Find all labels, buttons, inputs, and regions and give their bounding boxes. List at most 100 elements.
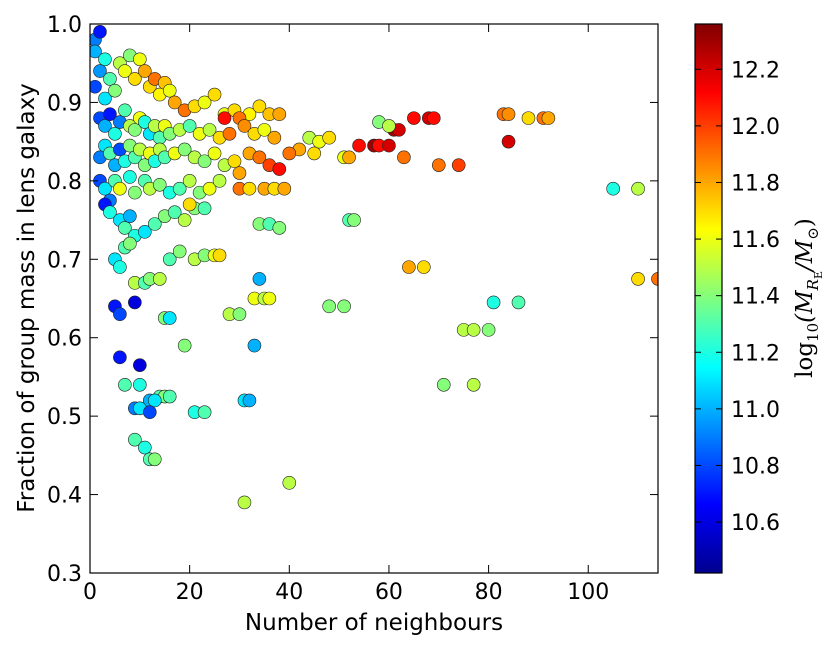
data-point (237, 495, 252, 510)
x-tick-label: 40 (275, 580, 303, 605)
data-point (128, 295, 142, 310)
data-point (177, 142, 192, 157)
x-axis-title: Number of neighbours (245, 610, 503, 636)
data-point (631, 181, 645, 196)
data-point (113, 181, 127, 196)
data-point (172, 181, 187, 196)
data-point (113, 350, 127, 365)
data-point (133, 377, 147, 392)
data-point (93, 25, 107, 39)
data-point (162, 389, 177, 404)
data-point (128, 432, 142, 447)
data-point (118, 64, 132, 78)
data-point (521, 111, 536, 125)
data-point (417, 260, 431, 274)
data-point (113, 307, 127, 321)
data-point (242, 181, 257, 196)
data-point (277, 181, 292, 196)
x-tick-label: 80 (475, 580, 503, 605)
data-point (138, 440, 152, 455)
y-axis-title: Fraction of group mass in lens galaxy (14, 83, 40, 513)
data-point (123, 170, 137, 184)
data-point (142, 405, 157, 420)
data-point (402, 260, 416, 274)
data-point (322, 130, 336, 145)
data-point (267, 130, 282, 145)
data-point (197, 154, 212, 169)
data-point (481, 323, 496, 337)
data-point (242, 393, 257, 408)
data-point (133, 52, 147, 67)
data-point (162, 252, 177, 267)
data-point (247, 338, 262, 353)
data-point (98, 119, 112, 133)
colorbar-ticks: 10.6 10.8 11.0 11.2 11.4 11.6 11.8 12.0 12.2 (695, 58, 780, 536)
y-axis-ticks: 0.3 0.4 0.5 0.6 0.7 0.8 0.9 1.0 (47, 13, 658, 587)
x-tick-label: 100 (567, 580, 609, 605)
data-point (541, 111, 556, 125)
data-point (197, 201, 212, 216)
data-point (282, 476, 297, 490)
y-tick-label: 0.8 (47, 170, 82, 195)
data-point (162, 83, 177, 98)
data-point (651, 272, 658, 286)
data-point (108, 127, 122, 141)
data-point (252, 150, 267, 165)
data-point (436, 377, 451, 392)
data-point (257, 123, 272, 137)
data-point (98, 181, 112, 196)
colorbar-tick-label: 10.6 (731, 511, 780, 536)
data-point (98, 52, 112, 67)
data-point (147, 393, 162, 408)
data-point (103, 205, 117, 220)
plot-frame (89, 23, 659, 574)
data-point (252, 272, 267, 286)
data-point (90, 44, 102, 59)
data-point (232, 166, 247, 180)
data-point (272, 107, 287, 121)
data-point (98, 91, 112, 106)
y-tick-label: 1.0 (47, 13, 82, 38)
data-point (152, 177, 167, 192)
colorbar-tick-label: 10.8 (731, 454, 780, 479)
data-point (172, 244, 187, 259)
data-point (128, 123, 142, 137)
data-point (147, 217, 162, 231)
data-point (342, 150, 356, 165)
y-tick-label: 0.7 (47, 248, 82, 273)
data-point (152, 272, 167, 286)
data-point (486, 295, 501, 310)
x-tick-label: 60 (375, 580, 403, 605)
data-point (272, 162, 287, 176)
data-point (347, 213, 361, 227)
data-point (451, 158, 466, 172)
data-point (123, 209, 137, 223)
data-point (207, 146, 222, 161)
colorbar-tick-label: 11.6 (731, 228, 780, 253)
data-point (182, 197, 197, 212)
data-point (128, 72, 142, 86)
data-point (397, 150, 411, 165)
colorbar-tick-label: 11.0 (731, 398, 780, 423)
colorbar-tick-label: 11.4 (731, 285, 780, 310)
data-point (167, 205, 182, 220)
data-point (133, 358, 147, 372)
x-tick-label: 20 (176, 580, 204, 605)
data-point (162, 311, 177, 325)
colorbar-tick-label: 12.2 (731, 58, 780, 83)
data-point (197, 405, 212, 420)
data-point (232, 307, 247, 321)
colorbar (694, 23, 723, 574)
x-axis-ticks: 0 20 40 60 80 100 (83, 24, 609, 605)
data-point (272, 221, 287, 235)
data-point (382, 138, 396, 153)
data-point (138, 225, 152, 239)
data-point (177, 338, 192, 353)
colorbar-tick-label: 11.2 (731, 341, 780, 366)
data-point (207, 87, 222, 102)
y-tick-label: 0.3 (47, 562, 82, 587)
data-point (103, 107, 117, 121)
data-point (212, 248, 227, 263)
data-point (182, 174, 197, 188)
y-tick-label: 0.5 (47, 405, 82, 430)
